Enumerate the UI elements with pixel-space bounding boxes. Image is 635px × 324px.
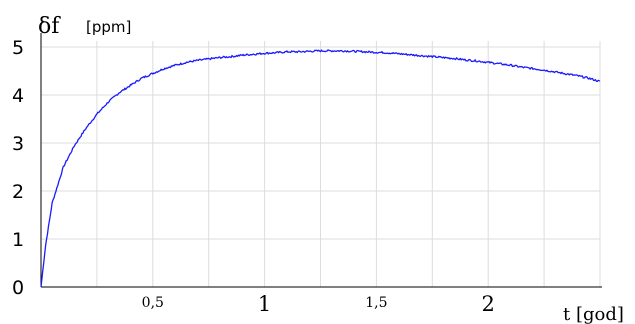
- y-axis-label-main: δf: [38, 14, 61, 39]
- y-tick-label-2: 2: [12, 181, 24, 203]
- x-tick-label-1: 1: [258, 292, 271, 316]
- y-tick-label-5: 5: [12, 37, 24, 59]
- y-axis-label-unit: [ppm]: [86, 18, 131, 36]
- y-axis-label: δf [ppm]: [38, 14, 131, 39]
- y-tick-label-0: 0: [12, 277, 24, 299]
- y-tick-label-1: 1: [12, 229, 24, 251]
- x-tick-label-0: 0,5: [142, 295, 164, 311]
- tick-labels: 0 1 2 3 4 5 0,5 1 1,5 2: [12, 37, 495, 316]
- series-layer: [40, 49, 601, 288]
- y-tick-label-4: 4: [12, 85, 24, 107]
- grid: [41, 41, 601, 287]
- x-tick-label-3: 2: [482, 292, 495, 316]
- axes: [40, 33, 602, 288]
- y-tick-label-3: 3: [12, 133, 24, 155]
- x-axis-label: t [god]: [563, 304, 624, 324]
- series-line-0: [40, 49, 601, 288]
- x-tick-label-2: 1,5: [365, 295, 387, 311]
